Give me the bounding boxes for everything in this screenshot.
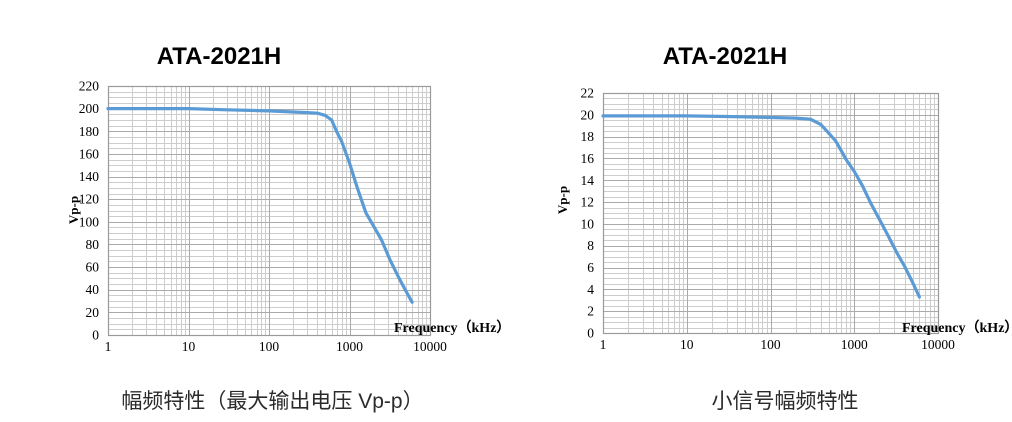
y-tick-label: 6 (587, 260, 594, 275)
grid-major (603, 93, 939, 334)
y-tick-label: 100 (79, 214, 100, 229)
grid-major (108, 86, 431, 336)
x-tick-label: 100 (760, 337, 781, 352)
x-tick-label: 1 (600, 337, 607, 352)
x-tick-label: 10000 (921, 337, 955, 352)
y-tick-label: 180 (79, 124, 100, 139)
plot-border (602, 92, 940, 335)
y-tick-label: 16 (581, 151, 595, 166)
y-tick-label: 200 (79, 101, 100, 116)
y-tick-label: 220 (79, 79, 100, 94)
y-tick-label: 8 (587, 238, 594, 253)
y-tick-label: 22 (581, 86, 595, 101)
x-tick-label: 1000 (336, 339, 363, 354)
x-tick-label: 10000 (413, 339, 447, 354)
y-tick-label: 14 (581, 173, 595, 188)
plot-border (107, 85, 432, 337)
y-tick-label: 20 (86, 305, 100, 320)
y-tick-label: 40 (86, 282, 100, 297)
x-axis-label: Frequency（kHz） (394, 321, 511, 336)
plot-area: 0 20 40 60 80 100 120 140 160 180 200 220 1 10 100 1000… (79, 79, 447, 355)
y-axis-label: Vp-p (555, 185, 570, 215)
y-tick-label: 0 (92, 328, 99, 343)
chart-title: ATA-2021H (156, 43, 282, 70)
y-tick-label: 0 (587, 326, 594, 341)
y-tick-label: 18 (581, 129, 595, 144)
x-tick-label: 10 (182, 339, 196, 354)
y-axis-label: Vp-p (66, 195, 81, 225)
chart-small-signal: ATA-2021H 0 2 4 6 8 10 12 14 16 18 20 22 1 10 100 1000 1… (546, 16, 1012, 422)
y-tick-label: 2 (587, 304, 594, 319)
y-tick-label: 80 (86, 237, 100, 252)
chart-title: ATA-2021H (662, 43, 788, 70)
y-tick-label: 10 (581, 216, 595, 231)
y-tick-label: 60 (86, 260, 100, 275)
response-curve (106, 107, 414, 304)
response-curve (601, 114, 921, 299)
chart-max-output-vpp: ATA-2021H 0 20 40 60 80 100 120 140 160 180 200 220… (40, 16, 546, 422)
y-tick-label: 120 (79, 192, 100, 207)
x-tick-label: 10 (680, 337, 694, 352)
y-tick-label: 140 (79, 169, 100, 184)
x-tick-label: 1000 (841, 337, 868, 352)
y-tick-label: 4 (587, 282, 594, 297)
x-tick-label: 1 (105, 339, 112, 354)
chart-caption: 幅频特性（最大输出电压 Vp-p） (121, 390, 424, 413)
x-tick-label: 100 (259, 339, 280, 354)
plot-area: 0 2 4 6 8 10 12 14 16 18 20 22 1 10 100 1000 10000 (581, 86, 956, 353)
y-tick-label: 160 (79, 146, 100, 161)
chart-caption: 小信号幅频特性 (711, 390, 859, 413)
x-axis-label: Frequency（kHz） (902, 321, 1012, 336)
y-tick-label: 20 (581, 107, 595, 122)
y-tick-label: 12 (581, 195, 595, 210)
